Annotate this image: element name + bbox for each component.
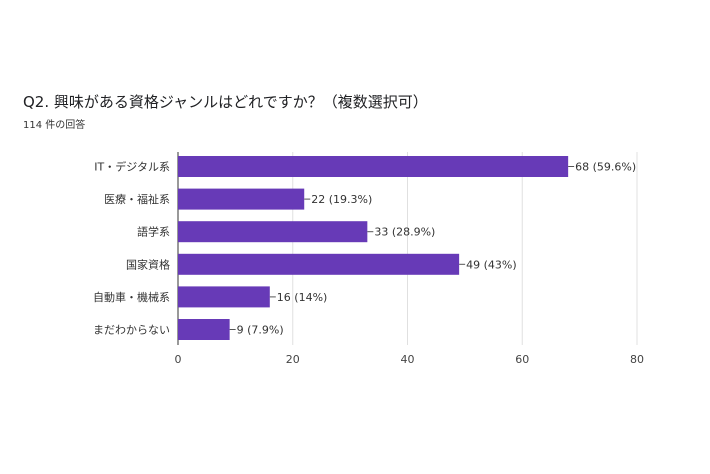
response-count: 114 件の回答 [23,120,86,131]
category-label-2: 語学系 [137,225,170,239]
labels: IT・デジタル系 68 (59.6%) 医療・福祉系 22 (19.3%) 語学系 33 … [93,160,636,337]
bars [178,156,569,340]
category-label-3: 国家資格 [126,257,170,271]
x-tick-label-40: 40 [401,353,415,366]
x-tick-label-0: 0 [175,353,182,366]
category-label-0: IT・デジタル系 [94,160,170,174]
data-label-4: 16 (14%) [277,291,328,304]
x-tick-label-60: 60 [515,353,529,366]
data-label-1: 22 (19.3%) [311,193,372,206]
category-label-1: 医療・福祉系 [104,192,170,206]
chart-title: Q2. 興味がある資格ジャンルはどれですか？（複数選択可） [23,93,428,111]
x-tick-label-20: 20 [286,353,300,366]
grid-lines [177,152,638,345]
x-axis: 0 20 40 60 80 [175,353,645,366]
data-label-2: 33 (28.9%) [374,226,435,239]
bar-1 [178,188,305,210]
bar-3 [178,253,460,275]
bar-4 [178,286,270,308]
category-label-4: 自動車・機械系 [93,290,170,304]
data-label-5: 9 (7.9%) [237,324,284,337]
bar-2 [178,221,368,243]
data-label-3: 49 (43%) [466,258,517,271]
bar-0 [178,156,569,177]
x-tick-label-80: 80 [630,353,644,366]
data-label-0: 68 (59.6%) [575,161,636,174]
bar-5 [178,319,230,340]
category-label-5: まだわからない [93,324,170,337]
